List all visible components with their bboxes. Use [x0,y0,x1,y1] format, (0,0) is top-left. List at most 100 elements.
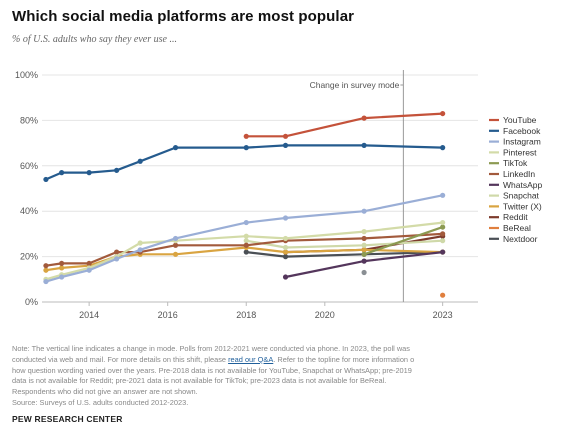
chart-subtitle: % of U.S. adults who say they ever use .… [12,34,177,45]
legend-label-bereal: BeReal [503,223,531,233]
chart-title: Which social media platforms are most po… [12,8,355,25]
note-line-2-text: conducted via web and mail. For more det… [12,354,229,364]
data-point-facebook [43,176,49,183]
legend-label-pinterest: Pinterest [503,147,537,157]
legend-label-snapchat: Snapchat [503,191,540,201]
note-line-2: conducted via web and mail. For more det… [12,355,570,366]
data-point-linkedin [43,263,49,269]
data-point-linkedin [440,231,446,237]
data-point-facebook [282,142,289,148]
x-tick-label: 2023 [433,310,453,320]
line-chart: 0% 20% 40% 60% 80% 100% 2014 2016 2018 2020 2023 Ch… [15,70,542,320]
x-tick-label: 2018 [236,310,256,320]
legend-label-linkedin: LinkedIn [503,169,535,179]
data-point-instagram [59,274,65,280]
series-line-nextdoor [246,251,443,258]
data-point-nextdoor [243,249,249,255]
note-line-5: Respondents who did not give an answer a… [12,387,198,397]
data-point-facebook [86,170,92,176]
data-point-twitter-x [43,267,49,273]
data-point-twitter-x [282,249,289,255]
data-point-instagram [282,215,289,221]
note-line-2-rest: . Refer to the topline for more informat… [273,354,415,364]
y-tick-label: 80% [20,115,38,125]
legend-label-nextdoor: Nextdoor [503,234,538,244]
data-point-whatsapp [282,274,289,280]
data-point-facebook [440,145,446,151]
data-point-snapchat [282,244,289,251]
data-point-unlabeled [361,269,367,276]
data-point-pinterest [440,219,446,226]
data-point-pinterest [282,235,289,242]
series-line-linkedin [45,232,443,267]
data-point-whatsapp [440,249,446,255]
data-point-snapchat [243,238,249,244]
x-tick-label: 2016 [158,310,178,320]
data-point-instagram [172,235,179,242]
data-point-bereal [440,292,446,298]
y-tick-label: 20% [20,252,38,262]
data-point-instagram [114,256,120,262]
data-point-pinterest [361,229,367,235]
series-line-youtube [246,112,443,138]
data-point-instagram [243,219,249,226]
y-tick-label: 60% [20,161,38,171]
data-point-tiktok [361,251,367,257]
data-point-tiktok [440,224,446,230]
legend-label-instagram: Instagram [503,137,541,147]
y-tick-label: 100% [15,70,38,80]
data-point-linkedin [172,242,179,248]
data-point-twitter-x [361,247,367,253]
mode-change-label: Change in survey mode [310,80,400,90]
series-line-tiktok [363,226,443,256]
data-point-facebook [59,170,65,176]
data-point-linkedin [86,260,92,267]
data-point-linkedin [243,242,249,248]
legend-label-reddit: Reddit [503,212,528,222]
legend-label-tiktok: TikTok [503,158,528,168]
qa-link[interactable]: read our Q&A [228,354,274,364]
note-line-4: data is not available for Reddit; pre-20… [12,376,387,386]
data-point-instagram [361,208,367,214]
data-point-instagram [43,278,49,285]
data-point-facebook [172,145,179,151]
x-tick-label: 2014 [79,310,99,320]
y-tick-label: 40% [20,206,38,216]
data-point-whatsapp [361,258,367,264]
data-point-snapchat [361,242,367,248]
series-line-twitter-x [45,246,443,272]
series-line-instagram [45,194,443,283]
publisher-footer: PEW RESEARCH CENTER [12,414,123,424]
data-point-linkedin [361,235,367,242]
data-point-youtube [243,133,249,139]
data-point-youtube [361,115,367,121]
data-point-facebook [243,145,249,151]
x-tick-label: 2020 [315,310,335,320]
data-point-facebook [114,167,120,173]
legend-label-whatsapp: WhatsApp [503,180,542,190]
legend-label-youtube: YouTube [503,115,537,125]
data-point-instagram [86,267,92,273]
series-line-facebook [45,144,443,181]
data-point-instagram [440,192,446,198]
data-point-facebook [137,158,143,164]
note-line-3: how question wording varied over the yea… [12,365,412,375]
data-point-twitter-x [172,251,179,257]
data-point-instagram [137,247,143,253]
data-point-twitter-x [59,265,65,271]
source-line: Source: Surveys of U.S. adults conducted… [12,397,189,407]
data-point-snapchat [440,238,446,244]
note-line-1: Note: The vertical line indicates a chan… [12,344,410,353]
data-point-youtube [440,110,446,117]
y-tick-label: 0% [25,297,38,307]
data-point-linkedin [59,260,65,267]
data-point-youtube [282,133,289,139]
legend-label-facebook: Facebook [503,126,541,136]
data-point-linkedin [114,249,120,255]
data-point-facebook [361,142,367,148]
chart-note: Note: The vertical line indicates a chan… [12,344,570,409]
data-point-pinterest [137,240,143,246]
data-point-nextdoor [282,254,289,260]
legend-label-twitter-x: Twitter (X) [503,201,542,211]
data-point-pinterest [243,233,249,239]
